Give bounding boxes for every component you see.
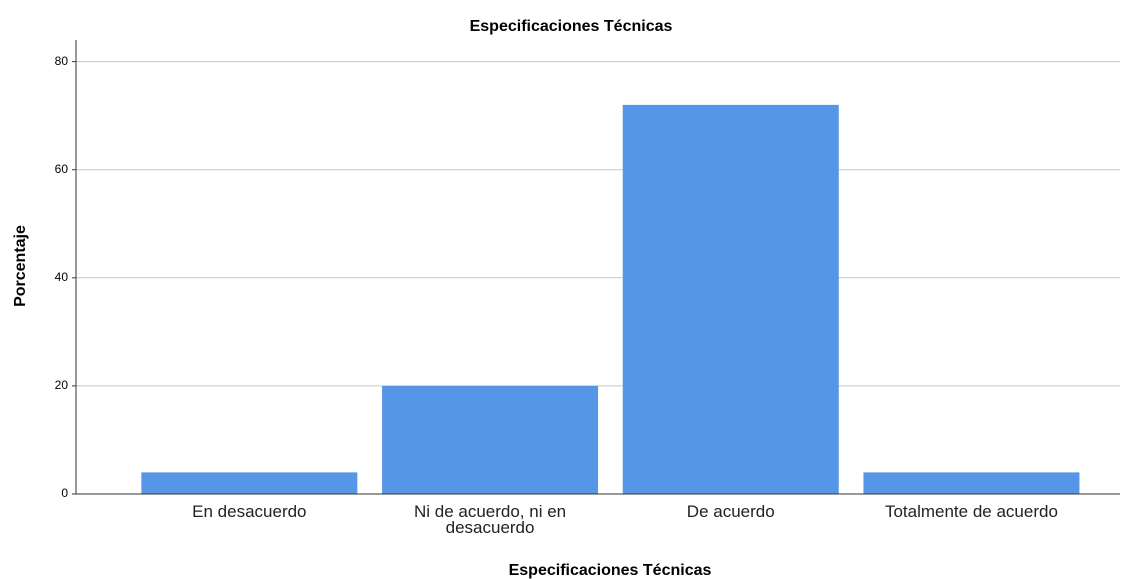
x-axis-title: Especificaciones Técnicas xyxy=(509,562,712,579)
bar xyxy=(863,472,1080,494)
y-tick-label: 80 xyxy=(55,54,69,68)
y-axis-title: Porcentaje xyxy=(12,225,29,307)
y-tick-label: 40 xyxy=(55,270,69,284)
x-tick-label-box: De acuerdo xyxy=(686,504,775,521)
x-tick-label-box: En desacuerdo xyxy=(192,504,307,521)
x-tick-label-box: Ni de acuerdo, ni en desacuerdo xyxy=(413,504,567,537)
x-tick-label: Totalmente de acuerdo xyxy=(884,504,1058,521)
y-tick-label: 20 xyxy=(55,378,69,392)
x-tick-label: En desacuerdo xyxy=(192,504,307,521)
bar xyxy=(141,472,358,494)
chart-title: Especificaciones Técnicas xyxy=(470,18,673,35)
x-tick-label: Ni de acuerdo, ni en desacuerdo xyxy=(413,504,567,537)
x-tick-label: De acuerdo xyxy=(686,504,775,521)
y-tick-label: 0 xyxy=(61,486,68,500)
x-tick-label-box: Totalmente de acuerdo xyxy=(884,504,1058,521)
y-tick-label: 60 xyxy=(55,162,69,176)
bar xyxy=(382,385,599,494)
bar xyxy=(622,104,839,494)
